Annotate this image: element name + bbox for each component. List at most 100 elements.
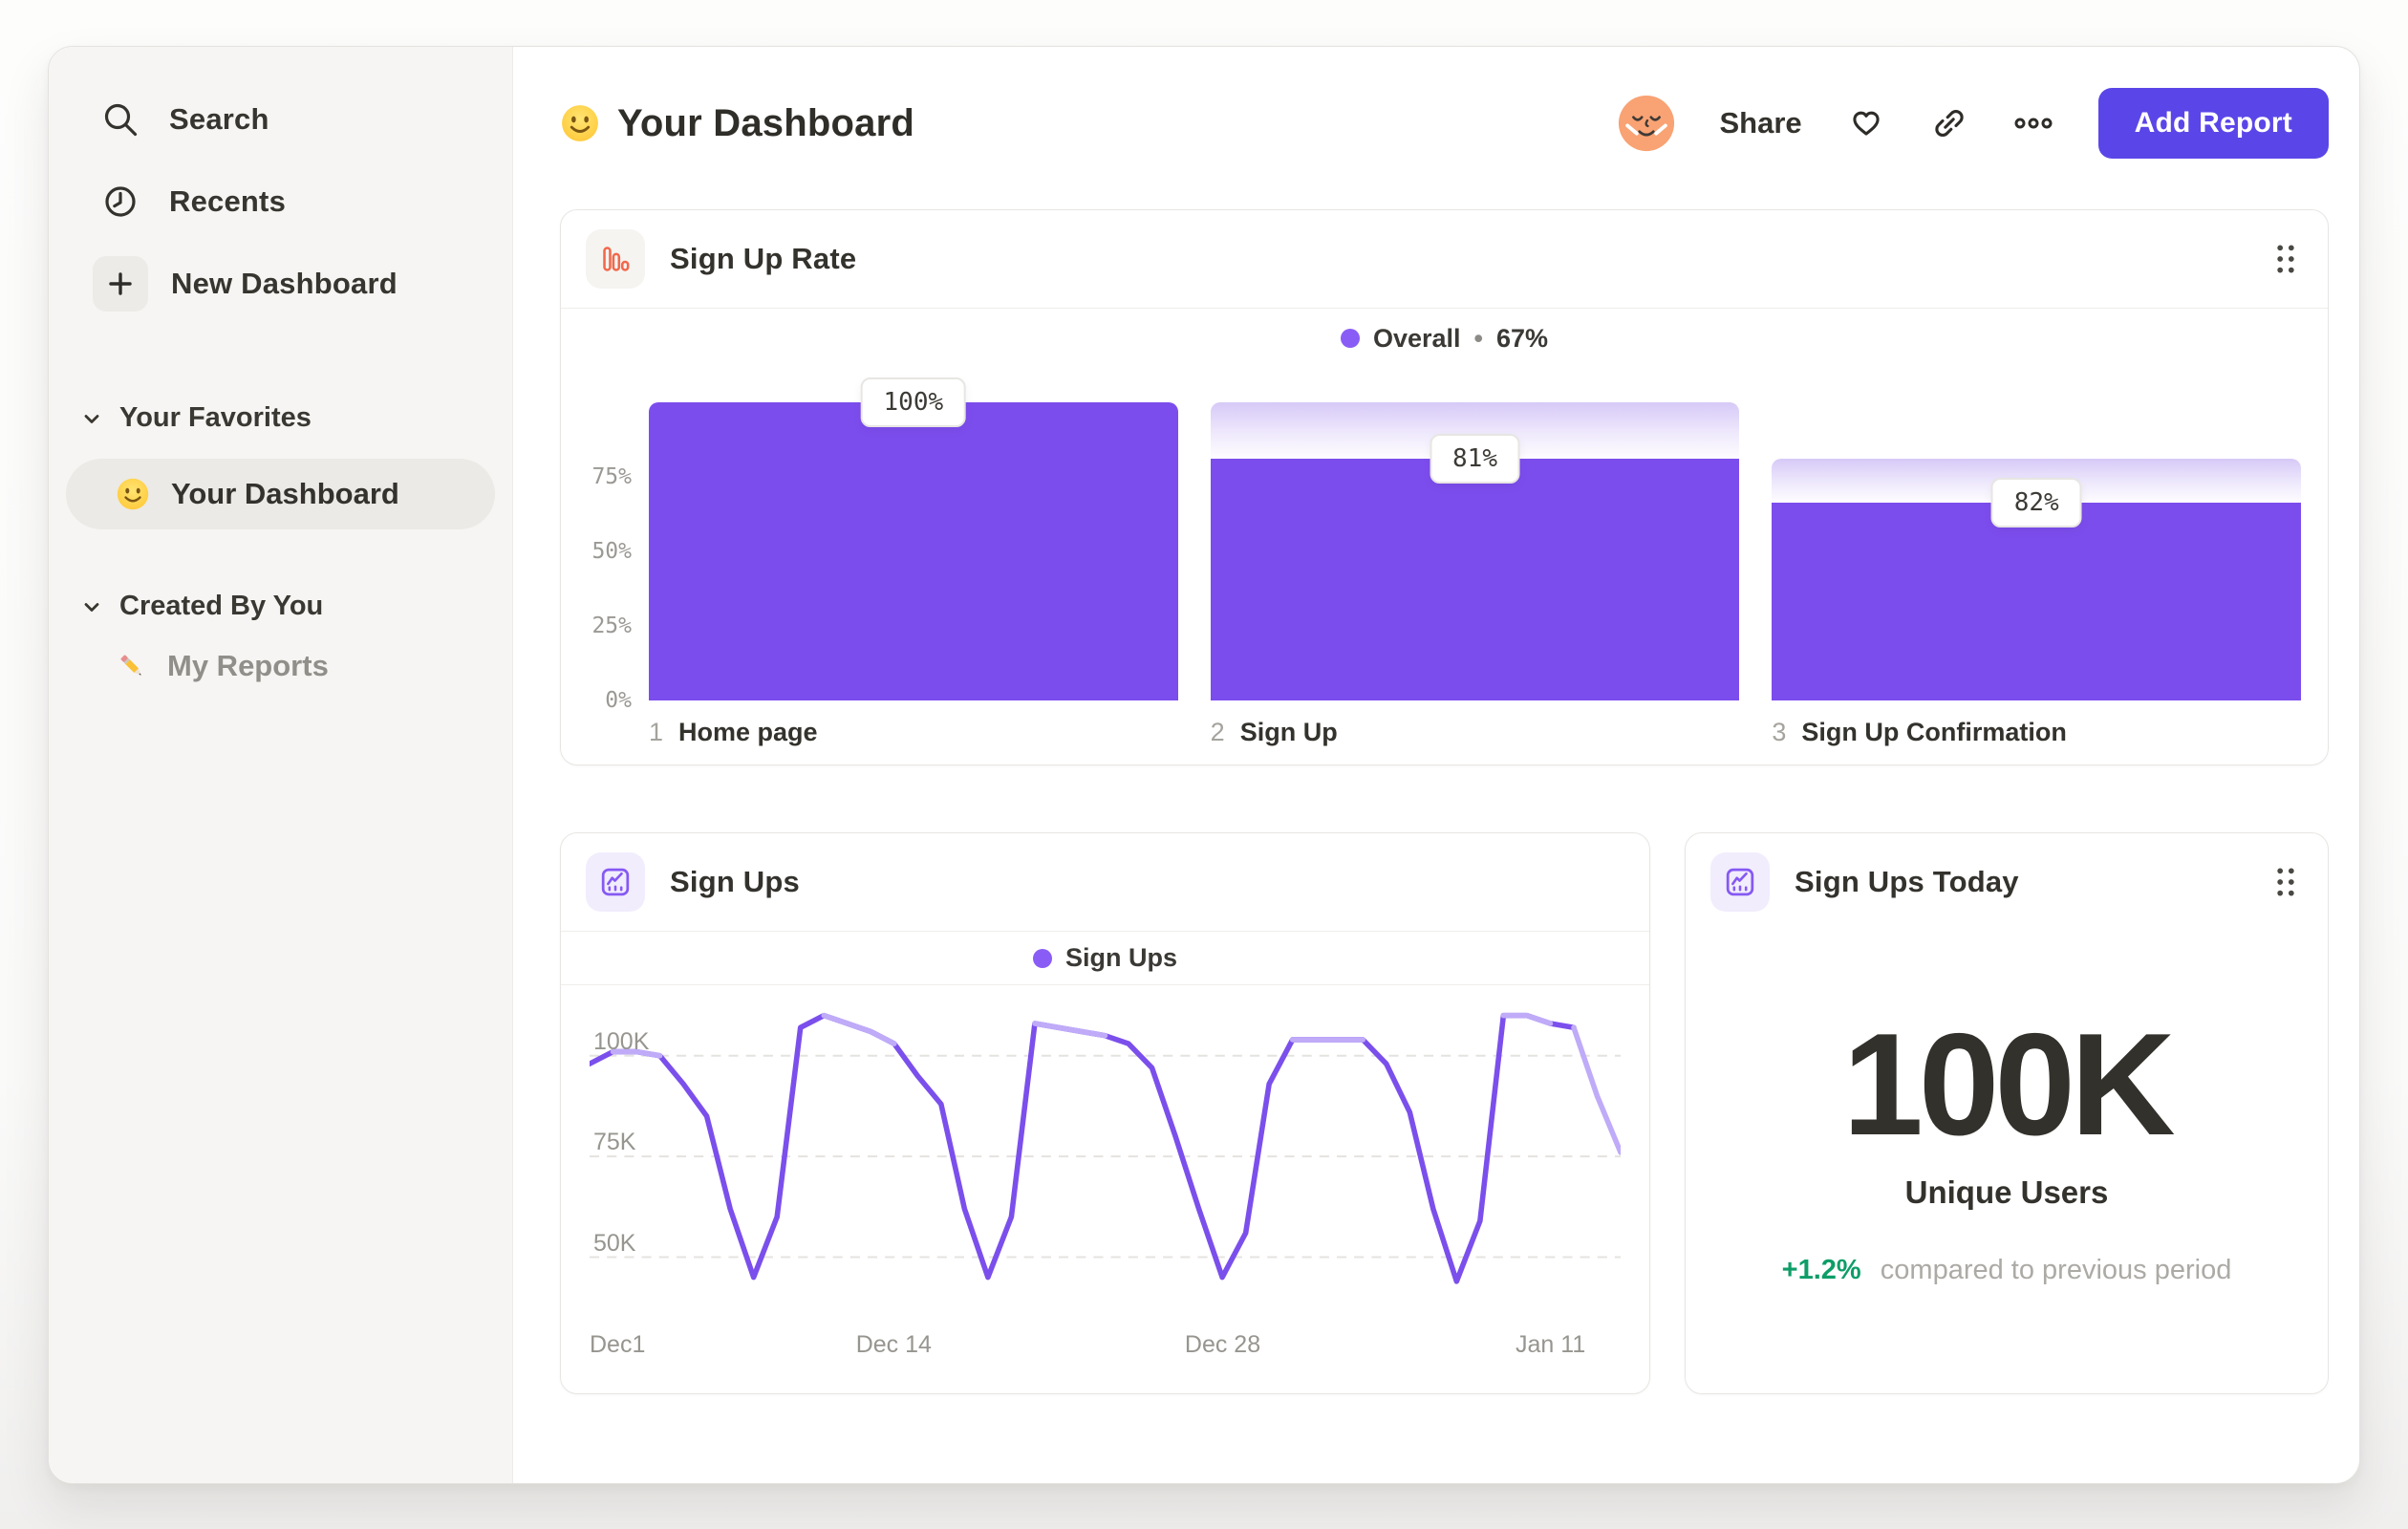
step-number: 2 — [1210, 718, 1225, 746]
funnel-bars: 100% 81% 82% — [649, 377, 2302, 700]
line-x-tick: Dec1 — [590, 1331, 646, 1358]
step-name: Sign Up Confirmation — [1801, 718, 2067, 746]
card-header: Sign Up Rate — [561, 210, 2328, 309]
card-title: Sign Ups Today — [1795, 865, 2019, 898]
funnel-value-tooltip: 82% — [1990, 477, 2082, 528]
sign-up-rate-card: Sign Up Rate Overall • 67% 75% 50% 25% 0% 1… — [560, 209, 2329, 765]
funnel-y-tick: 75% — [591, 464, 632, 489]
sign-ups-today-card: Sign Ups Today 100K Unique Users +1.2% c… — [1685, 832, 2329, 1394]
sidebar-item-recents[interactable]: Recents — [66, 171, 495, 232]
funnel-step-label: 3 Sign Up Confirmation — [1772, 718, 2301, 747]
line-chart-plot: 100K 75K 50K — [590, 985, 1621, 1322]
section-title: Created By You — [119, 591, 324, 621]
more-options-icon[interactable] — [2012, 104, 2054, 142]
header-actions: Share Add Report — [1617, 88, 2329, 159]
funnel-step-labels: 1 Home page 2 Sign Up 3 Sign Up Confirmation — [649, 718, 2301, 747]
sidebar-item-new-dashboard[interactable]: New Dashboard — [66, 253, 495, 314]
line-x-tick: Dec 28 — [1184, 1331, 1261, 1358]
funnel-bar[interactable]: 100% — [649, 377, 1178, 700]
legend-dot-icon — [1340, 329, 1360, 348]
chevron-down-icon — [81, 596, 102, 617]
legend-series-label: Sign Ups — [1064, 943, 1177, 972]
kpi-delta: +1.2% — [1781, 1255, 1861, 1286]
drag-handle-icon[interactable] — [2268, 236, 2303, 282]
sidebar-item-your-dashboard[interactable]: Your Dashboard — [66, 459, 495, 529]
step-number: 1 — [649, 718, 664, 746]
chevron-down-icon — [81, 408, 102, 429]
bar-chart-icon — [586, 229, 645, 289]
sidebar-section-created-by-you[interactable]: Created By You — [66, 591, 495, 622]
search-icon — [100, 99, 140, 140]
step-number: 3 — [1772, 718, 1787, 746]
legend-series-value: 67% — [1495, 323, 1549, 353]
funnel-y-tick: 50% — [591, 539, 632, 564]
bottom-card-row: Sign Ups Sign Ups 100K 75K 50K Dec1 Dec 14 D… — [560, 832, 2329, 1394]
page-title: Your Dashboard — [617, 101, 914, 144]
funnel-step-label: 2 Sign Up — [1211, 718, 1740, 747]
line-chart-icon — [1710, 852, 1770, 912]
funnel-value-tooltip: 81% — [1430, 434, 1520, 485]
sign-ups-card: Sign Ups Sign Ups 100K 75K 50K Dec1 Dec 14 D… — [560, 832, 1650, 1394]
add-report-button[interactable]: Add Report — [2097, 88, 2329, 159]
drag-handle-icon[interactable] — [2268, 859, 2303, 905]
sidebar-item-label: New Dashboard — [171, 267, 398, 300]
sidebar: Search Recents New Dashboard Your Favori… — [49, 47, 513, 1483]
line-x-axis-labels: Dec1 Dec 14 Dec 28 Jan 11 — [590, 1322, 1621, 1367]
favorite-heart-icon[interactable] — [1846, 103, 1886, 143]
legend-series-label: Overall — [1372, 323, 1461, 353]
line-chart-icon — [586, 852, 645, 912]
line-x-tick: Jan 11 — [1516, 1331, 1586, 1358]
smiley-emoji-icon — [560, 103, 600, 143]
funnel-legend[interactable]: Overall • 67% — [588, 324, 2301, 353]
line-y-tick: 100K — [593, 1027, 650, 1055]
sidebar-item-label: Recents — [169, 184, 287, 218]
pencil-emoji-icon — [116, 650, 148, 682]
card-header: Sign Ups Today — [1686, 833, 2328, 931]
kpi-unit-label: Unique Users — [1904, 1174, 2109, 1211]
kpi-body: 100K Unique Users +1.2% compared to prev… — [1686, 1003, 2328, 1286]
funnel-y-tick: 0% — [605, 688, 632, 713]
sidebar-item-label: My Reports — [167, 649, 329, 682]
page-header: Your Dashboard Share Add Report — [560, 83, 2329, 163]
line-legend[interactable]: Sign Ups — [561, 932, 1649, 985]
copy-link-icon[interactable] — [1930, 104, 1968, 142]
main-content: Your Dashboard Share Add Report — [513, 47, 2361, 1483]
step-name: Home page — [678, 718, 818, 746]
sidebar-section-your-favorites[interactable]: Your Favorites — [66, 402, 495, 434]
funnel-chart-body: Overall • 67% 75% 50% 25% 0% 100% 81% 82% 1 Ho… — [561, 324, 2328, 747]
legend-dot-icon — [1032, 948, 1052, 968]
funnel-bar[interactable]: 81% — [1210, 402, 1740, 700]
kpi-delta-note: compared to previous period — [1880, 1255, 2232, 1286]
card-title: Sign Up Rate — [670, 242, 857, 275]
funnel-value-tooltip: 100% — [860, 377, 967, 427]
line-y-tick: 75K — [593, 1129, 636, 1156]
line-chart-svg — [590, 1012, 1621, 1284]
funnel-bar-solid-segment — [1772, 502, 2302, 700]
section-title: Your Favorites — [119, 402, 312, 433]
kpi-value: 100K — [1842, 1003, 2175, 1166]
funnel-bar-solid-segment — [649, 402, 1178, 700]
line-x-tick: Dec 14 — [855, 1331, 932, 1358]
plus-icon — [93, 256, 148, 312]
funnel-bar-solid-segment — [1210, 459, 1740, 700]
card-title: Sign Ups — [670, 865, 800, 898]
funnel-y-axis: 75% 50% 25% 0% — [588, 402, 649, 713]
funnel-chart: 75% 50% 25% 0% 100% 81% 82% — [588, 377, 2302, 713]
avatar[interactable] — [1617, 94, 1676, 153]
app-window: Search Recents New Dashboard Your Favori… — [48, 46, 2360, 1484]
sidebar-item-my-reports[interactable]: My Reports — [66, 649, 495, 683]
step-name: Sign Up — [1239, 718, 1338, 746]
sidebar-item-search[interactable]: Search — [66, 89, 495, 150]
funnel-y-tick: 25% — [591, 614, 632, 638]
funnel-step-label: 1 Home page — [649, 718, 1178, 747]
line-y-tick: 50K — [593, 1229, 636, 1257]
clock-icon — [100, 182, 140, 222]
smiley-emoji-icon — [116, 477, 150, 511]
card-header: Sign Ups — [561, 833, 1649, 932]
funnel-bar[interactable]: 82% — [1772, 402, 2302, 700]
page-title-group: Your Dashboard — [560, 102, 914, 145]
kpi-comparison: +1.2% compared to previous period — [1686, 1255, 2328, 1286]
sidebar-item-label: Your Dashboard — [171, 477, 399, 510]
legend-separator: • — [1473, 323, 1483, 353]
share-button[interactable]: Share — [1719, 106, 1802, 140]
